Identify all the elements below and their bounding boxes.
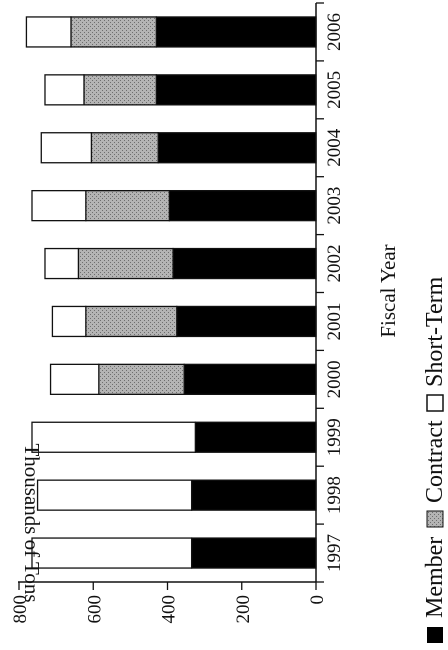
y-tick-label-400: 400 — [159, 595, 180, 624]
bar-segment-short-term-2002 — [44, 247, 80, 280]
bar-segment-member-1999 — [194, 421, 317, 453]
bar-segment-short-term-2000 — [49, 363, 100, 396]
bar-segment-member-2004 — [157, 132, 317, 164]
legend: Member Contract Short-Term — [422, 276, 448, 643]
bars — [25, 16, 317, 569]
bar-segment-contract-2002 — [77, 247, 174, 280]
y-tick-label-0: 0 — [307, 595, 328, 605]
legend-swatch-contract — [426, 510, 444, 528]
bar-segment-contract-2005 — [83, 74, 158, 106]
bar-segment-short-term-2003 — [31, 189, 87, 222]
x-tick-label-2005: 2005 — [324, 71, 345, 109]
bar-segment-contract-2001 — [85, 305, 178, 338]
y-tick-label-200: 200 — [233, 595, 254, 624]
legend-swatch-member — [427, 627, 443, 643]
legend-swatch-short-term — [426, 394, 444, 412]
bar-segment-short-term-2006 — [25, 16, 72, 48]
legend-label-member: Member — [422, 537, 448, 618]
x-tick-label-2001: 2001 — [324, 302, 345, 340]
bar-segment-short-term-1998 — [36, 479, 193, 511]
y-tick-label-800: 800 — [10, 595, 31, 624]
bar-segment-member-1998 — [190, 479, 317, 511]
bar-segment-member-2000 — [183, 363, 317, 396]
bar-segment-short-term-2004 — [40, 132, 93, 164]
bar-segment-contract-2003 — [85, 189, 171, 222]
x-tick-label-2003: 2003 — [324, 187, 345, 225]
y-tick-label-600: 600 — [84, 595, 105, 624]
bar-segment-member-2002 — [172, 247, 317, 280]
x-tick-label-1999: 1999 — [324, 418, 345, 456]
x-tick-label-2000: 2000 — [324, 360, 345, 398]
bar-segment-member-2005 — [155, 74, 317, 106]
x-tick-label-2004: 2004 — [324, 128, 345, 167]
bar-segment-short-term-2005 — [44, 74, 85, 106]
x-tick-label-1997: 1997 — [324, 534, 345, 572]
legend-item-short-term: Short-Term — [422, 276, 448, 412]
bar-segment-member-2001 — [176, 305, 317, 338]
bar-segment-short-term-2001 — [51, 305, 87, 338]
legend-label-contract: Contract — [422, 420, 448, 503]
bar-segment-contract-2006 — [70, 16, 158, 48]
x-tick-label-2006: 2006 — [324, 13, 345, 51]
legend-item-member: Member — [422, 537, 448, 643]
legend-label-short-term: Short-Term — [422, 276, 448, 387]
x-tick-label-1998: 1998 — [324, 476, 345, 514]
y-axis-title: Thousands of Tons — [20, 443, 44, 602]
bar-segment-contract-2004 — [90, 132, 159, 164]
legend-item-contract: Contract — [422, 420, 448, 528]
x-tick-label-2002: 2002 — [324, 245, 345, 283]
bar-segment-contract-2000 — [98, 363, 185, 396]
bar-segment-short-term-1999 — [31, 421, 196, 453]
x-axis-title: Fiscal Year — [376, 244, 400, 337]
bar-segment-short-term-1997 — [31, 537, 193, 569]
bar-segment-member-2003 — [168, 189, 317, 222]
bar-segment-member-1997 — [190, 537, 317, 569]
bar-segment-member-2006 — [155, 16, 317, 48]
